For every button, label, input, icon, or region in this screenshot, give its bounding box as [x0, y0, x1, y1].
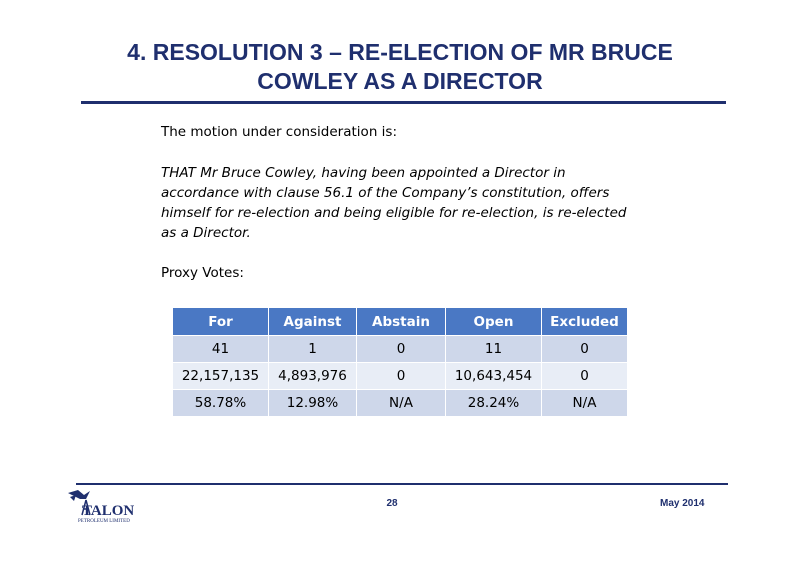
page-number: 28	[386, 498, 398, 509]
logo-subtext: PETROLEUM LIMITED	[78, 519, 130, 524]
motion-text: THAT Mr Bruce Cowley, having been appoin…	[161, 163, 651, 243]
table-header-row: For Against Abstain Open Excluded	[172, 307, 628, 336]
header-open: Open	[445, 307, 542, 336]
table-row: 22,157,135 4,893,976 0 10,643,454 0	[172, 362, 628, 390]
motion-line: accordance with clause 56.1 of the Compa…	[161, 185, 610, 201]
motion-line: THAT Mr Bruce Cowley, having been appoin…	[161, 165, 566, 181]
title-line-1: 4. RESOLUTION 3 – RE-ELECTION OF MR BRUC…	[127, 39, 673, 65]
table-cell: 28.24%	[445, 389, 542, 417]
slide-title: 4. RESOLUTION 3 – RE-ELECTION OF MR BRUC…	[80, 38, 720, 96]
table-row: 41 1 0 11 0	[172, 335, 628, 363]
table-cell: N/A	[541, 389, 628, 417]
intro-text: The motion under consideration is:	[161, 124, 397, 140]
table-cell: 22,157,135	[172, 362, 269, 390]
header-against: Against	[268, 307, 357, 336]
title-line-2: COWLEY AS A DIRECTOR	[257, 68, 543, 94]
table-cell: 12.98%	[268, 389, 357, 417]
table-cell: 1	[268, 335, 357, 363]
title-divider	[81, 101, 726, 104]
table-cell: 41	[172, 335, 269, 363]
proxy-votes-table: For Against Abstain Open Excluded 41 1 0…	[172, 307, 628, 417]
logo-wordmark: TALON	[82, 503, 134, 519]
table-row: 58.78% 12.98% N/A 28.24% N/A	[172, 389, 628, 417]
company-logo: TALON PETROLEUM LIMITED	[68, 490, 134, 524]
table-cell: 11	[445, 335, 542, 363]
table-cell: 0	[356, 335, 446, 363]
proxy-votes-label: Proxy Votes:	[161, 265, 244, 281]
eagle-derrick-icon	[68, 490, 91, 516]
table-cell: 0	[356, 362, 446, 390]
header-excluded: Excluded	[541, 307, 628, 336]
motion-line: as a Director.	[161, 225, 251, 241]
table-cell: 4,893,976	[268, 362, 357, 390]
header-abstain: Abstain	[356, 307, 446, 336]
table-cell: 58.78%	[172, 389, 269, 417]
table-cell: 0	[541, 335, 628, 363]
table-cell: 0	[541, 362, 628, 390]
table-cell: N/A	[356, 389, 446, 417]
header-for: For	[172, 307, 269, 336]
motion-line: himself for re-election and being eligib…	[161, 205, 627, 221]
footer-divider	[76, 483, 728, 485]
footer-date: May 2014	[660, 498, 705, 509]
table-cell: 10,643,454	[445, 362, 542, 390]
